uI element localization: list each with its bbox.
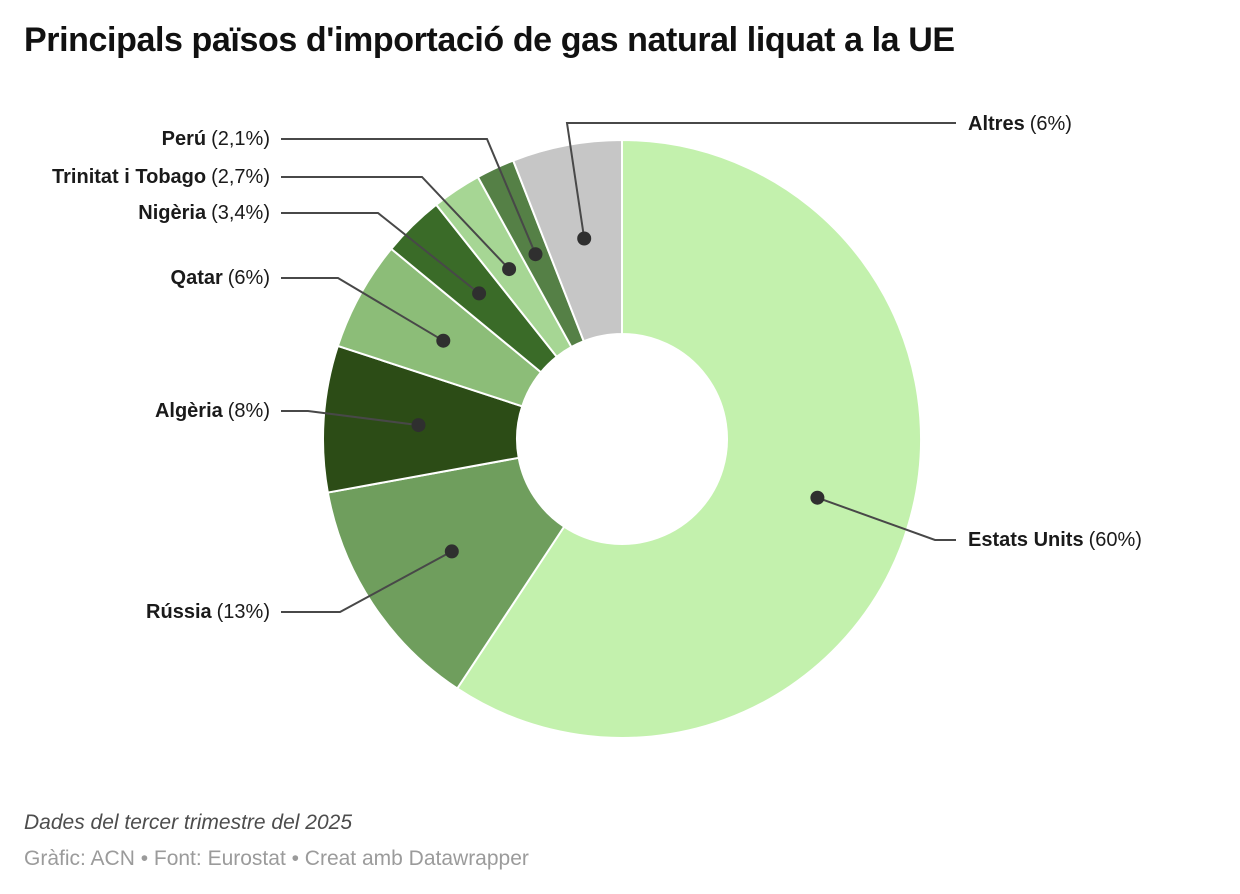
leader-line-trinitat-i-tobago <box>281 176 510 270</box>
leader-line-altres <box>565 122 956 239</box>
leader-dot-peru <box>528 247 543 262</box>
label-estats-units-pct: (60%) <box>1088 529 1142 551</box>
slice-russia[interactable] <box>326 456 566 690</box>
label-algeria: Algèria (8%) <box>155 398 270 424</box>
leader-line-estats-units <box>817 496 956 541</box>
label-altres-pct: (6%) <box>1029 113 1072 135</box>
label-altres-name: Altres <box>968 113 1025 135</box>
label-qatar: Qatar (6%) <box>171 265 270 291</box>
label-russia-name: Rússia <box>146 601 212 623</box>
label-nigeria: Nigèria (3,4%) <box>138 200 270 226</box>
label-russia: Rússia (13%) <box>146 599 270 625</box>
slice-estats-units[interactable] <box>456 139 922 739</box>
label-trinitat-i-tobago-pct: (2,7%) <box>211 166 270 188</box>
leader-line-qatar <box>281 277 444 342</box>
leader-line-nigeria <box>281 212 480 295</box>
label-qatar-name: Qatar <box>170 267 223 289</box>
leader-line-algeria <box>281 410 419 427</box>
leader-dot-estats-units <box>810 490 825 505</box>
label-trinitat-i-tobago-name: Trinitat i Tobago <box>52 166 207 188</box>
leader-line-peru <box>281 138 537 255</box>
label-estats-units-name: Estats Units <box>968 529 1084 551</box>
leader-dot-altres <box>577 231 592 246</box>
leader-dot-trinitat-i-tobago <box>502 262 517 277</box>
label-nigeria-pct: (3,4%) <box>211 202 270 224</box>
chart-byline: Gràfic: ACN • Font: Eurostat • Creat amb… <box>24 847 529 870</box>
label-qatar-pct: (6%) <box>227 267 270 289</box>
label-nigeria-name: Nigèria <box>138 202 207 224</box>
label-trinitat-i-tobago: Trinitat i Tobago (2,7%) <box>52 164 270 190</box>
label-algeria-name: Algèria <box>154 400 223 422</box>
label-altres: Altres (6%) <box>968 111 1072 137</box>
label-algeria-pct: (8%) <box>227 400 270 422</box>
leader-dot-qatar <box>436 333 451 348</box>
leader-dot-algeria <box>411 418 426 433</box>
chart-title: Principals països d'importació de gas na… <box>24 21 955 59</box>
leader-dot-russia <box>444 544 459 559</box>
label-peru: Perú (2,1%) <box>162 126 270 152</box>
label-russia-pct: (13%) <box>216 601 270 623</box>
leader-dot-nigeria <box>472 286 487 301</box>
label-peru-pct: (2,1%) <box>211 128 270 150</box>
chart-note: Dades del tercer trimestre del 2025 <box>24 811 352 834</box>
label-estats-units: Estats Units (60%) <box>968 527 1142 553</box>
label-peru-name: Perú <box>161 128 207 150</box>
slice-altres[interactable] <box>512 139 623 343</box>
leader-line-russia <box>281 550 453 613</box>
